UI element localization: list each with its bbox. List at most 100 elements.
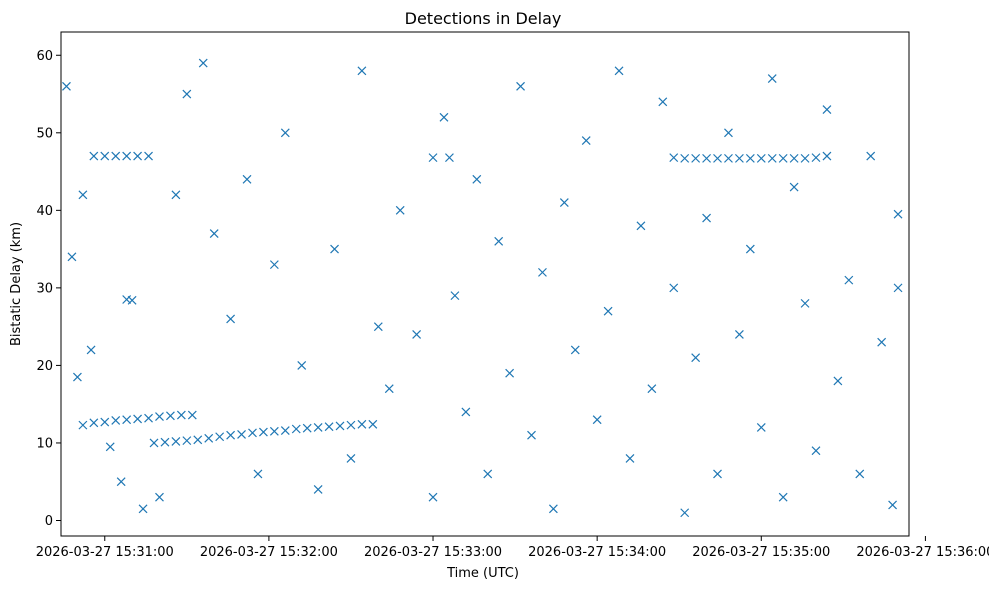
data-point: [72, 372, 82, 382]
data-point: [734, 329, 744, 339]
data-point: [86, 345, 96, 355]
y-tick-label: 60: [36, 49, 53, 64]
data-point: [67, 252, 77, 262]
data-point: [133, 414, 143, 424]
data-point: [248, 428, 257, 438]
data-point: [291, 424, 301, 434]
y-tick-label: 40: [36, 204, 53, 219]
data-point: [280, 128, 290, 138]
data-point: [313, 423, 323, 432]
data-point: [756, 153, 766, 163]
data-point: [302, 423, 312, 433]
x-axis-title: Time (UTC): [446, 566, 519, 581]
data-point: [155, 412, 164, 422]
data-point: [313, 485, 323, 494]
data-point: [559, 198, 569, 208]
data-point: [122, 151, 132, 161]
data-point: [548, 504, 558, 514]
data-point: [800, 153, 810, 163]
data-point: [226, 430, 236, 440]
data-point: [412, 329, 422, 339]
data-point: [893, 283, 903, 293]
data-point: [756, 423, 766, 432]
data-point: [570, 345, 580, 355]
data-point: [527, 430, 536, 440]
data-point: [384, 384, 394, 394]
data-point: [204, 433, 214, 443]
data-point: [346, 454, 356, 463]
data-point: [494, 236, 504, 246]
data-point: [450, 291, 460, 301]
data-point: [373, 322, 383, 332]
data-point: [324, 422, 334, 432]
data-point: [269, 426, 279, 436]
data-point: [833, 376, 843, 386]
data-point: [636, 221, 646, 231]
data-point: [691, 153, 701, 163]
data-point: [778, 153, 788, 163]
data-point: [789, 182, 799, 192]
data-point: [603, 306, 613, 316]
data-point: [198, 58, 208, 68]
data-point: [538, 267, 547, 277]
data-point: [335, 421, 345, 431]
data-point: [149, 438, 159, 448]
data-point: [62, 81, 71, 91]
data-point: [237, 430, 246, 439]
x-tick-label: 2026-03-27 15:31:00: [36, 545, 174, 560]
data-point: [811, 446, 821, 456]
data-point: [702, 213, 711, 223]
data-point: [155, 492, 164, 502]
y-tick-label: 10: [36, 436, 53, 451]
data-point: [280, 426, 290, 435]
data-point: [259, 427, 268, 437]
data-point: [483, 469, 493, 479]
data-point: [89, 418, 99, 428]
data-point: [428, 153, 438, 163]
data-point: [165, 411, 175, 421]
data-point: [357, 66, 367, 76]
data-point: [182, 89, 192, 99]
data-point: [724, 153, 733, 163]
data-point: [724, 128, 733, 138]
data-point: [428, 492, 438, 502]
data-point: [669, 153, 679, 163]
data-point: [789, 153, 799, 163]
data-point: [357, 419, 367, 429]
data-point: [144, 151, 153, 161]
data-point: [767, 74, 777, 83]
data-point: [122, 415, 132, 425]
data-point: [253, 469, 263, 479]
data-point: [176, 410, 186, 420]
data-point: [658, 97, 668, 107]
x-tick-label: 2026-03-27 15:35:00: [692, 545, 830, 560]
data-point: [625, 454, 635, 463]
data-point: [138, 504, 148, 514]
data-point: [226, 314, 236, 324]
data-point: [461, 407, 471, 417]
data-point: [844, 275, 854, 285]
y-axis: 0 10 20 30 40 50 60: [36, 49, 61, 529]
data-point: [187, 410, 197, 420]
data-point: [346, 420, 356, 430]
data-point: [100, 417, 110, 427]
data-point: [472, 174, 482, 184]
data-point: [182, 436, 192, 446]
data-points: [62, 58, 903, 518]
data-point: [745, 153, 755, 163]
y-tick-label: 50: [36, 126, 53, 141]
data-point: [680, 153, 690, 163]
data-point: [855, 469, 865, 479]
data-point: [215, 432, 225, 442]
data-point: [116, 477, 126, 487]
data-point: [713, 153, 722, 163]
data-point: [100, 151, 110, 161]
data-point: [297, 360, 307, 370]
data-point: [395, 205, 405, 215]
data-point: [866, 151, 876, 161]
data-point: [111, 151, 121, 161]
data-point: [767, 153, 777, 163]
data-point: [368, 419, 378, 429]
